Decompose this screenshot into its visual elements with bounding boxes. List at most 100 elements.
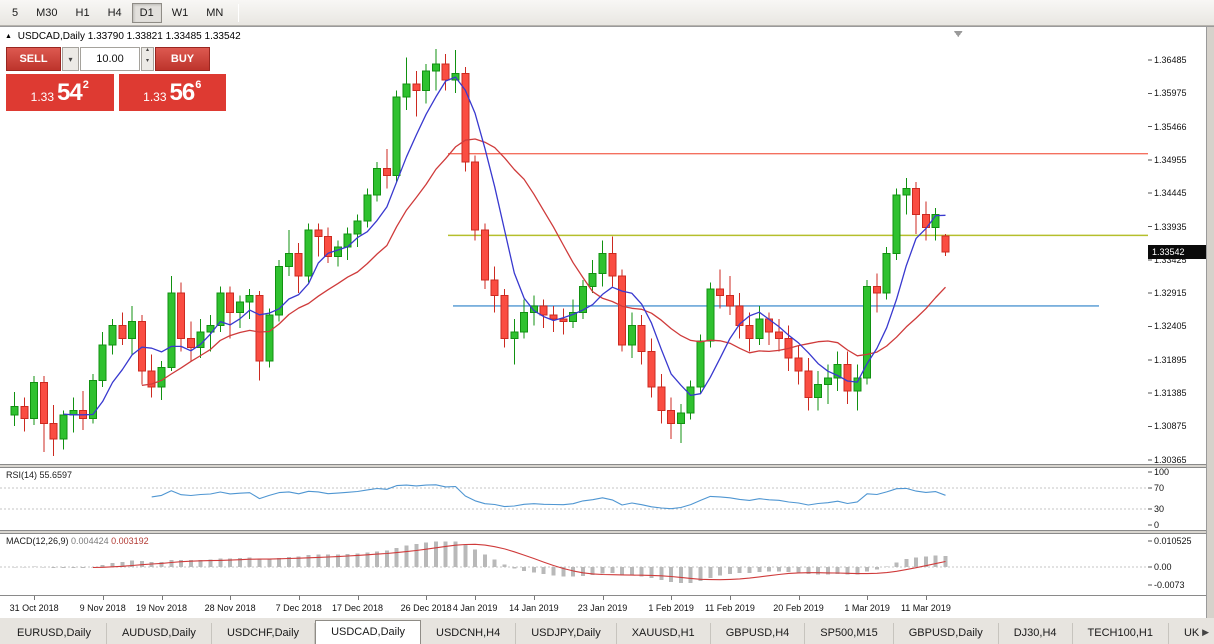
timeframe-button-h4[interactable]: H4 (100, 3, 130, 23)
one-click-trading-panel: SELL ▾ ▴ ▾ BUY 1.33 54 2 1.33 56 6 (6, 47, 226, 111)
rsi-axis-label: 70 (1154, 482, 1165, 493)
chart-symbol-period: USDCAD,Daily (17, 31, 85, 42)
timeframe-toolbar: 5 M30 H1 H4 D1 W1 MN (0, 0, 1214, 26)
volume-dropdown-button[interactable]: ▾ (62, 47, 79, 71)
rsi-axis-label: 30 (1154, 504, 1165, 515)
ask-figure: 1.33 (143, 89, 167, 104)
date-tick (602, 596, 604, 600)
date-axis-label: 11 Mar 2019 (900, 603, 951, 613)
timeframe-button-d1[interactable]: D1 (131, 2, 162, 23)
chart-tab-gbpusd-h4[interactable]: GBPUSD,H4 (711, 623, 806, 644)
price-axis-label: 1.31385 (1154, 388, 1187, 399)
price-axis-label: 1.33425 (1154, 254, 1187, 265)
tabs-scroll-right-icon[interactable]: ▶ (1199, 626, 1212, 639)
window-edge-strip (1206, 27, 1214, 618)
date-tick (161, 596, 163, 600)
stepper-up-icon[interactable]: ▴ (145, 47, 149, 53)
timeframe-button-m30[interactable]: M30 (28, 3, 65, 23)
price-axis-label: 1.35466 (1154, 121, 1187, 132)
chart-title: ▲ USDCAD,Daily 1.33790 1.33821 1.33485 1… (5, 31, 241, 42)
date-axis-label: 17 Dec 2018 (331, 603, 384, 613)
price-axis-label: 1.32915 (1154, 288, 1187, 299)
date-tick (671, 596, 673, 600)
volume-stepper[interactable]: ▴ ▾ (141, 47, 154, 71)
timeframe-button-5[interactable]: 5 (4, 3, 26, 23)
date-tick (34, 596, 36, 600)
candlesticks (10, 49, 950, 457)
date-tick (298, 596, 300, 600)
chart-tab-tech100-h1[interactable]: TECH100,H1 (1073, 623, 1169, 644)
stepper-down-icon[interactable]: ▾ (145, 58, 149, 64)
rsi-indicator-label: RSI(14) 55.6597 (6, 470, 73, 480)
chart-tab-xauusd-h1[interactable]: XAUUSD,H1 (617, 623, 711, 644)
rsi-line (151, 484, 946, 510)
ask-price-display[interactable]: 1.33 56 6 (118, 74, 226, 111)
sell-button[interactable]: SELL (6, 47, 61, 71)
timeframe-button-mn[interactable]: MN (198, 3, 231, 23)
macd-signal-line (92, 543, 946, 581)
date-tick (533, 596, 535, 600)
chart-tabs-bar: EURUSD,Daily AUDUSD,Daily USDCHF,Daily USDC… (0, 617, 1214, 644)
date-axis-label: 1 Feb 2019 (648, 603, 694, 613)
date-tick (230, 596, 232, 600)
chart-tab-usdchf-daily[interactable]: USDCHF,Daily (212, 623, 316, 644)
panel-splitter[interactable] (0, 530, 1206, 533)
toolbar-separator (238, 3, 240, 22)
timeframe-button-w1[interactable]: W1 (164, 3, 197, 23)
current-price-badge: 1.33542 (1148, 245, 1206, 260)
chart-tab-gbpusd-daily[interactable]: GBPUSD,Daily (894, 623, 999, 644)
ma-fast-line (63, 76, 946, 416)
chart-tab-dj30-h4[interactable]: DJ30,H4 (999, 623, 1073, 644)
date-axis-label: 28 Nov 2018 (204, 603, 256, 613)
volume-input[interactable] (80, 47, 140, 71)
date-axis-label: 11 Feb 2019 (704, 603, 755, 613)
buy-button[interactable]: BUY (155, 47, 210, 71)
chart-shift-marker-icon[interactable] (953, 31, 963, 37)
chart-tab-usdjpy-daily[interactable]: USDJPY,Daily (516, 623, 617, 644)
date-axis-label: 14 Jan 2019 (509, 603, 559, 613)
bid-point: 2 (82, 79, 89, 91)
date-axis-label: 26 Dec 2018 (400, 603, 452, 613)
ask-pips: 56 (169, 78, 196, 106)
chart-ohlc-values: 1.33790 1.33821 1.33485 1.33542 (87, 31, 241, 42)
date-axis-label: 19 Nov 2018 (135, 603, 188, 613)
date-axis-label: 20 Feb 2019 (773, 603, 824, 613)
price-axis-label: 1.31895 (1154, 354, 1187, 365)
rsi-axis-label: 100 (1154, 467, 1170, 477)
price-axis-label: 1.33935 (1154, 221, 1187, 232)
price-axis-label: 1.30875 (1154, 421, 1187, 432)
date-tick (475, 596, 477, 600)
price-axis-label: 1.35975 (1154, 88, 1187, 99)
price-axis-label: 1.34955 (1154, 154, 1187, 165)
date-axis-label: 23 Jan 2019 (577, 603, 628, 613)
ma-slow-line (141, 138, 946, 387)
ask-point: 6 (195, 79, 202, 91)
panel-splitter[interactable] (0, 464, 1206, 467)
date-tick (925, 596, 927, 600)
chart-tab-sp500-m15[interactable]: SP500,M15 (805, 623, 894, 644)
date-tick (357, 596, 359, 600)
date-axis-label: 9 Nov 2018 (79, 603, 126, 613)
bid-figure: 1.33 (30, 89, 55, 104)
date-tick (867, 596, 869, 600)
bid-pips: 54 (57, 78, 83, 106)
date-axis-label: 31 Oct 2018 (9, 603, 59, 613)
macd-indicator-label: MACD(12,26,9) 0.004424 0.003192 (6, 536, 149, 546)
date-axis-label: 1 Mar 2019 (844, 603, 890, 613)
bid-price-display[interactable]: 1.33 54 2 (6, 74, 114, 111)
date-tick (102, 596, 104, 600)
chart-tab-usdcnh-h4[interactable]: USDCNH,H4 (421, 623, 517, 644)
rsi-axis-label: 0 (1154, 520, 1160, 530)
date-axis[interactable]: 31 Oct 2018 9 Nov 2018 19 Nov 2018 28 Nov 2… (0, 595, 1206, 618)
macd-axis-label: 0.010525 (1154, 536, 1192, 546)
collapse-triangle-icon[interactable]: ▲ (5, 33, 12, 40)
chart-tab-usdcad-daily[interactable]: USDCAD,Daily (315, 620, 422, 644)
date-tick (729, 596, 731, 600)
chart-tab-eurusd-daily[interactable]: EURUSD,Daily (2, 623, 107, 644)
chart-tab-audusd-daily[interactable]: AUDUSD,Daily (107, 623, 212, 644)
timeframe-button-h1[interactable]: H1 (68, 3, 98, 23)
price-chart-canvas[interactable] (0, 27, 1206, 595)
date-tick (798, 596, 800, 600)
date-tick (426, 596, 428, 600)
macd-axis-label: -0.0073 (1154, 580, 1185, 591)
